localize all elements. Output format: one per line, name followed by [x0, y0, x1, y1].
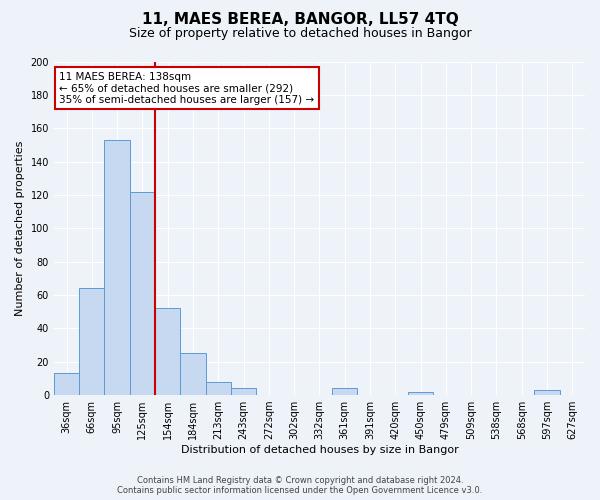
Bar	[104, 140, 130, 395]
Bar	[408, 392, 433, 395]
Y-axis label: Number of detached properties: Number of detached properties	[15, 140, 25, 316]
Bar	[130, 192, 155, 395]
Text: Size of property relative to detached houses in Bangor: Size of property relative to detached ho…	[128, 28, 472, 40]
Bar	[54, 374, 79, 395]
X-axis label: Distribution of detached houses by size in Bangor: Distribution of detached houses by size …	[181, 445, 458, 455]
Bar	[181, 354, 206, 395]
Bar	[231, 388, 256, 395]
Bar	[332, 388, 358, 395]
Text: 11, MAES BEREA, BANGOR, LL57 4TQ: 11, MAES BEREA, BANGOR, LL57 4TQ	[142, 12, 458, 28]
Bar	[155, 308, 181, 395]
Bar	[535, 390, 560, 395]
Text: Contains HM Land Registry data © Crown copyright and database right 2024.
Contai: Contains HM Land Registry data © Crown c…	[118, 476, 482, 495]
Bar	[206, 382, 231, 395]
Text: 11 MAES BEREA: 138sqm
← 65% of detached houses are smaller (292)
35% of semi-det: 11 MAES BEREA: 138sqm ← 65% of detached …	[59, 72, 314, 104]
Bar	[79, 288, 104, 395]
